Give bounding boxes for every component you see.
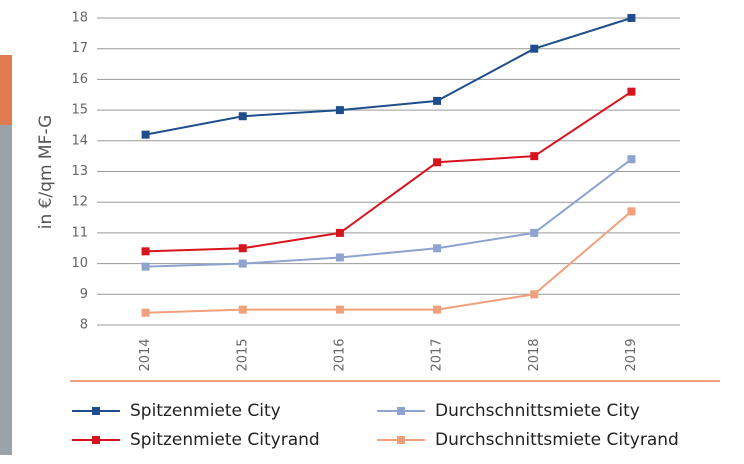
- legend-marker: [397, 407, 405, 415]
- y-tick-label: 17: [71, 41, 88, 56]
- point-marker: [336, 306, 344, 314]
- point-marker: [336, 253, 344, 261]
- x-tick-label: 2017: [430, 338, 445, 371]
- y-tick-label: 15: [71, 103, 88, 118]
- point-marker: [142, 263, 150, 271]
- series-line: [146, 18, 632, 135]
- point-marker: [239, 244, 247, 252]
- point-marker: [627, 207, 635, 215]
- point-marker: [530, 229, 538, 237]
- photo-strip-accent: [0, 55, 12, 125]
- legend-label: Durchschnittsmiete City: [435, 401, 640, 421]
- point-marker: [433, 158, 441, 166]
- y-tick-label: 14: [71, 133, 88, 148]
- point-marker: [336, 106, 344, 114]
- point-marker: [530, 45, 538, 53]
- point-marker: [336, 229, 344, 237]
- y-axis-label: in €/qm MF-G: [36, 115, 56, 230]
- point-marker: [142, 247, 150, 255]
- y-tick-label: 13: [71, 164, 88, 179]
- y-tick-label: 12: [71, 195, 88, 210]
- legend-label: Spitzenmiete City: [130, 401, 281, 421]
- point-marker: [530, 152, 538, 160]
- y-tick-label: 10: [71, 256, 88, 271]
- legend-marker: [92, 407, 100, 415]
- x-tick-label: 2015: [235, 338, 250, 371]
- y-tick-label: 16: [71, 72, 88, 87]
- x-tick-label: 2014: [138, 338, 153, 371]
- y-tick-label: 9: [80, 287, 88, 302]
- point-marker: [142, 131, 150, 139]
- point-marker: [627, 14, 635, 22]
- point-marker: [239, 112, 247, 120]
- x-tick-label: 2016: [332, 338, 347, 371]
- y-tick-label: 11: [71, 225, 88, 240]
- point-marker: [433, 306, 441, 314]
- legend-marker: [397, 436, 405, 444]
- series-line: [146, 159, 632, 266]
- legend-label: Durchschnittsmiete Cityrand: [435, 430, 679, 450]
- legend-label: Spitzenmiete Cityrand: [130, 430, 320, 450]
- series-line: [146, 211, 632, 312]
- point-marker: [627, 88, 635, 96]
- legend-marker: [92, 436, 100, 444]
- point-marker: [433, 244, 441, 252]
- x-tick-label: 2018: [527, 338, 542, 371]
- x-tick-label: 2019: [624, 338, 639, 371]
- point-marker: [627, 155, 635, 163]
- point-marker: [142, 309, 150, 317]
- point-marker: [239, 260, 247, 268]
- y-tick-label: 8: [80, 318, 88, 333]
- y-tick-label: 18: [71, 11, 88, 26]
- point-marker: [433, 97, 441, 105]
- point-marker: [239, 306, 247, 314]
- point-marker: [530, 290, 538, 298]
- chart: in €/qm MF-G 8 9 10 11 12 13 14 15 16 17 18 2014 201…: [0, 0, 744, 464]
